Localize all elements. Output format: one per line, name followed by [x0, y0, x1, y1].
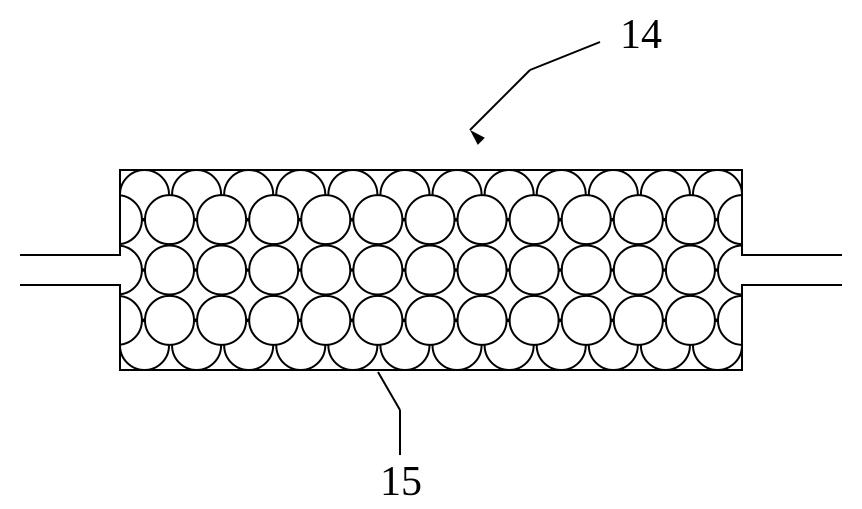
svg-text:15: 15	[380, 459, 422, 505]
packed-bed-diagram: 14 15	[0, 0, 862, 509]
diagram-root: 14 15	[0, 0, 862, 509]
svg-text:14: 14	[620, 12, 662, 58]
